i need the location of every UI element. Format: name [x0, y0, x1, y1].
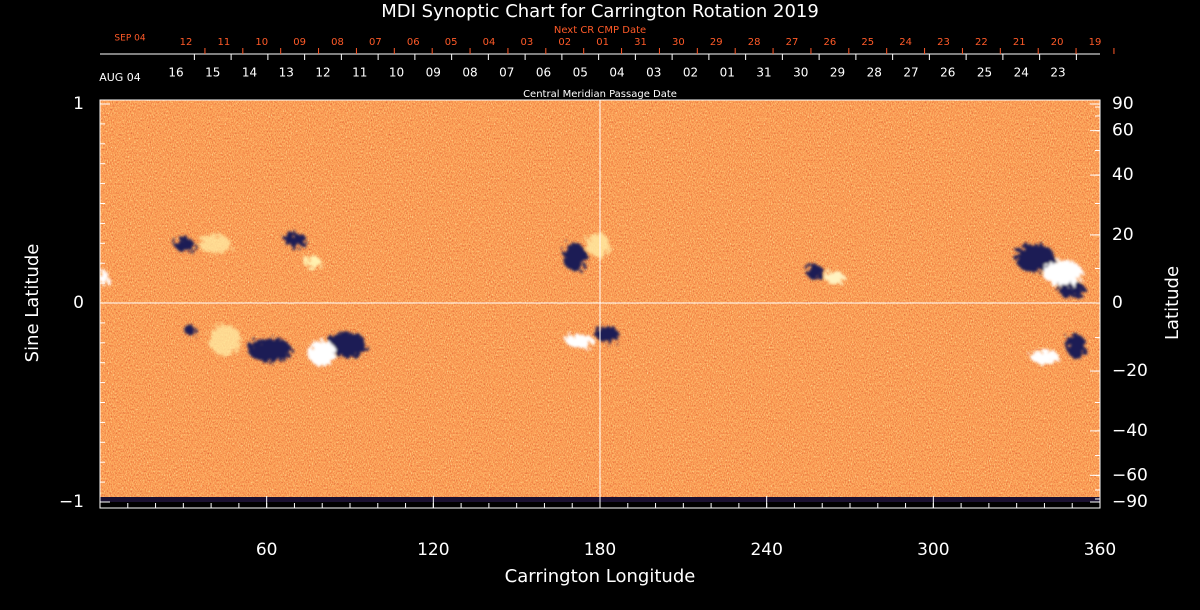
date-label: 05 — [445, 37, 458, 48]
date-label: 26 — [824, 37, 837, 48]
date-label: 03 — [521, 37, 534, 48]
date-label: 08 — [331, 37, 344, 48]
date-label: 11 — [352, 66, 367, 80]
y-tick-label: −1 — [59, 492, 84, 512]
date-label: 31 — [634, 37, 647, 48]
date-label: 06 — [536, 66, 551, 80]
x-tick-label: 180 — [584, 540, 616, 560]
date-label: 16 — [168, 66, 183, 80]
date-label: 29 — [830, 66, 845, 80]
y2-tick-label: 60 — [1112, 121, 1134, 141]
date-label: 05 — [573, 66, 588, 80]
date-label: 14 — [242, 66, 257, 80]
date-label: 29 — [710, 37, 723, 48]
x-axis-label: Carrington Longitude — [505, 566, 696, 587]
date-label: 06 — [407, 37, 420, 48]
date-label: 10 — [389, 66, 404, 80]
date-label: 12 — [315, 66, 330, 80]
y2-tick-label: −90 — [1112, 492, 1148, 512]
date-label: 11 — [218, 37, 231, 48]
date-label: 30 — [672, 37, 685, 48]
date-label: 07 — [499, 66, 514, 80]
date-label: 28 — [748, 37, 761, 48]
y2-axis-label: Latitude — [1162, 266, 1183, 340]
date-label: 28 — [867, 66, 882, 80]
date-label: 19 — [1089, 37, 1102, 48]
date-label: 09 — [293, 37, 306, 48]
y-axis-label: Sine Latitude — [22, 244, 43, 363]
date-label: 01 — [720, 66, 735, 80]
date-label: 07 — [369, 37, 382, 48]
date-label: 09 — [426, 66, 441, 80]
date-label: 12 — [180, 37, 193, 48]
x-tick-label: 120 — [417, 540, 449, 560]
date-start-label: AUG 04 — [99, 71, 141, 84]
y-tick-label: 1 — [73, 94, 84, 114]
date-label: 04 — [609, 66, 624, 80]
y2-tick-label: 20 — [1112, 225, 1134, 245]
y2-tick-label: 0 — [1112, 293, 1123, 313]
date-label: 23 — [937, 37, 950, 48]
date-label: 13 — [279, 66, 294, 80]
date-axis-title: Central Meridian Passage Date — [523, 89, 677, 100]
x-tick-label: 60 — [256, 540, 278, 560]
date-label: 25 — [977, 66, 992, 80]
chart-title: MDI Synoptic Chart for Carrington Rotati… — [381, 1, 819, 22]
y2-tick-label: −40 — [1112, 421, 1148, 441]
x-tick-label: 360 — [1084, 540, 1116, 560]
date-label: 27 — [903, 66, 918, 80]
date-label: 26 — [940, 66, 955, 80]
date-label: 03 — [646, 66, 661, 80]
date-axis-title: Next CR CMP Date — [554, 25, 646, 36]
date-label: 01 — [596, 37, 609, 48]
date-label: 02 — [558, 37, 571, 48]
date-label: 31 — [756, 66, 771, 80]
date-label: 22 — [975, 37, 988, 48]
date-label: 15 — [205, 66, 220, 80]
date-label: 24 — [1014, 66, 1029, 80]
date-label: 25 — [861, 37, 874, 48]
date-label: 23 — [1050, 66, 1065, 80]
date-start-label: SEP 04 — [114, 34, 145, 44]
date-label: 10 — [255, 37, 268, 48]
date-label: 20 — [1051, 37, 1064, 48]
date-label: 27 — [786, 37, 799, 48]
date-label: 08 — [462, 66, 477, 80]
y2-tick-label: 90 — [1112, 94, 1134, 114]
x-tick-label: 300 — [917, 540, 949, 560]
date-label: 30 — [793, 66, 808, 80]
y-tick-label: 0 — [73, 293, 84, 313]
y2-tick-label: −60 — [1112, 465, 1148, 485]
y2-tick-label: −20 — [1112, 361, 1148, 381]
active-regions — [100, 233, 1086, 366]
y2-tick-label: 40 — [1112, 165, 1134, 185]
date-label: 04 — [483, 37, 496, 48]
date-label: 24 — [899, 37, 912, 48]
date-label: 02 — [683, 66, 698, 80]
x-tick-label: 240 — [750, 540, 782, 560]
date-label: 21 — [1013, 37, 1026, 48]
